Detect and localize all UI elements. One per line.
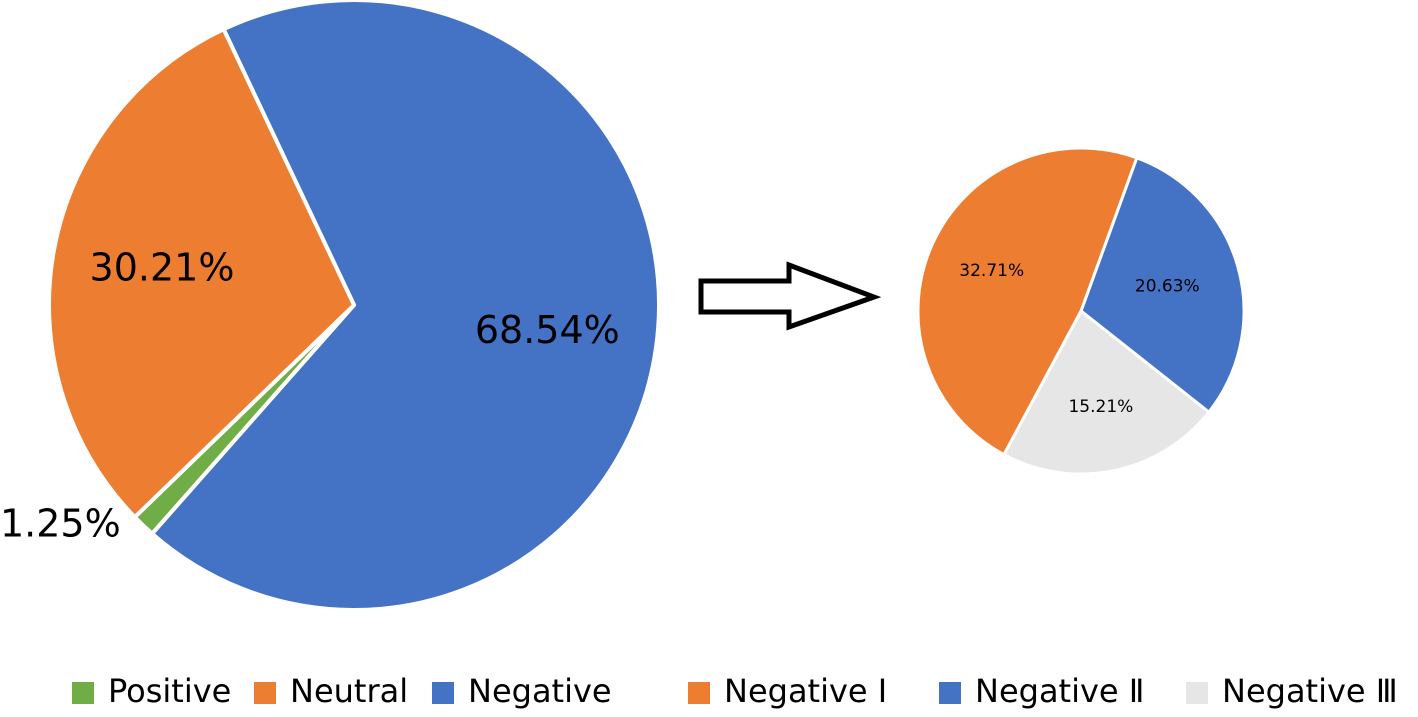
- legend-swatch-negative: [939, 682, 961, 704]
- legend-item-neutral: Neutral: [254, 672, 408, 710]
- legend-label-negative: Negative Ⅰ: [724, 672, 887, 710]
- main-sentiment-pie-chart: 68.54% 1.25% 30.21%: [0, 0, 661, 612]
- legend-main: Positive Neutral Negative: [72, 672, 612, 710]
- legend-label-negative: Negative Ⅲ: [1222, 672, 1398, 710]
- legend-swatch-negative: [432, 682, 454, 704]
- pie-slice-negative: [1079, 156, 1246, 414]
- legend-swatch-negative: [1186, 682, 1208, 704]
- legend-swatch-positive: [72, 682, 94, 704]
- pie-slice-negative: [1002, 309, 1211, 476]
- legend-label-negative: Negative Ⅱ: [975, 672, 1145, 710]
- legend-label-positive: Positive: [108, 672, 231, 710]
- data-label-positive: 1.25%: [0, 502, 121, 546]
- legend-item-negative: Negative Ⅰ: [688, 672, 887, 710]
- pie-slice-negative: [916, 146, 1139, 457]
- legend-item-negative: Negative Ⅲ: [1186, 672, 1398, 710]
- legend-label-neutral: Neutral: [290, 672, 408, 710]
- data-label-negative: 20.63%: [1135, 277, 1200, 297]
- data-label-negative: 32.71%: [959, 261, 1024, 281]
- data-label-negative: 15.21%: [1068, 397, 1133, 417]
- legend-item-negative: Negative Ⅱ: [939, 672, 1145, 710]
- data-label-neutral: 30.21%: [90, 246, 235, 290]
- negative-breakdown-pie-chart: 20.63% 15.21% 32.71%: [916, 146, 1246, 476]
- legend-breakdown: Negative Ⅰ Negative Ⅱ Negative Ⅲ: [688, 672, 1398, 710]
- data-label-negative: 68.54%: [475, 308, 620, 352]
- legend-label-negative: Negative: [468, 672, 612, 710]
- pie-slice-negative: [150, 0, 661, 612]
- legend-swatch-negative: [688, 682, 710, 704]
- right-arrow-icon: [698, 261, 882, 331]
- pie-slice-neutral: [47, 27, 356, 520]
- legend-swatch-neutral: [254, 682, 276, 704]
- legend-item-negative: Negative: [432, 672, 612, 710]
- legend-item-positive: Positive: [72, 672, 231, 710]
